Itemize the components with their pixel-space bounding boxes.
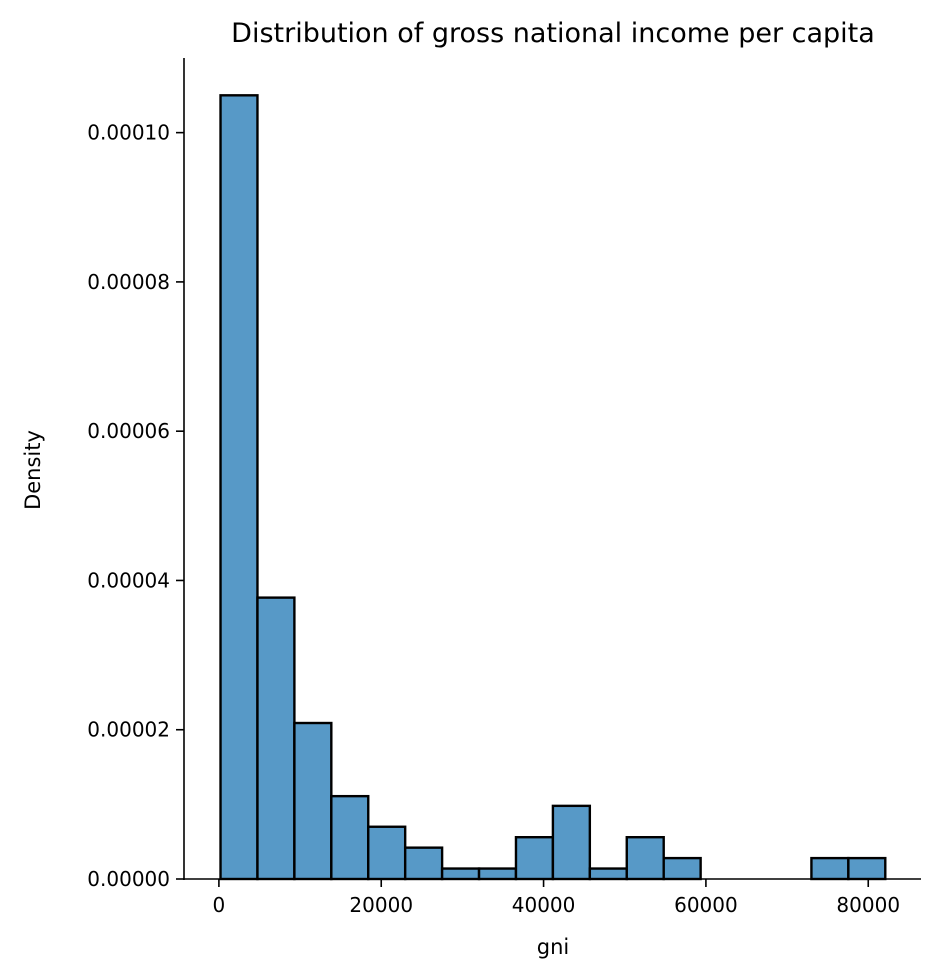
x-tick-label: 80000 bbox=[836, 893, 900, 917]
histogram-bar bbox=[367, 825, 407, 881]
y-tick-label: 0.00008 bbox=[87, 270, 170, 294]
axes bbox=[183, 58, 921, 880]
y-tick-label: 0.00006 bbox=[87, 419, 170, 443]
y-tick-label: 0.00000 bbox=[87, 867, 170, 891]
histogram-bar bbox=[625, 836, 665, 881]
histogram-bar bbox=[662, 856, 702, 881]
y-tick-label: 0.00010 bbox=[87, 121, 170, 145]
x-tick-label: 20000 bbox=[349, 893, 413, 917]
y-axis-label: Density bbox=[21, 430, 45, 510]
histogram-bar bbox=[477, 867, 518, 881]
histogram-bar bbox=[219, 94, 259, 881]
x-axis-ticks: 0 20000 40000 60000 80000 bbox=[213, 879, 900, 917]
histogram-bar bbox=[847, 856, 887, 881]
chart-title: Distribution of gross national income pe… bbox=[231, 18, 875, 49]
histogram-bar bbox=[330, 794, 370, 881]
y-tick-label: 0.00004 bbox=[87, 568, 170, 592]
histogram-bar bbox=[440, 867, 481, 881]
histogram-bar bbox=[588, 867, 628, 881]
histogram-bar bbox=[551, 804, 592, 881]
y-axis-ticks: 0.00000 0.00002 0.00004 0.00006 0.00008 0.000… bbox=[87, 121, 184, 891]
x-tick-label: 60000 bbox=[674, 893, 738, 917]
histogram-bars bbox=[219, 94, 887, 881]
histogram-bar bbox=[293, 721, 333, 881]
y-tick-label: 0.00002 bbox=[87, 718, 170, 742]
histogram-bar bbox=[810, 856, 850, 881]
x-axis-label: gni bbox=[537, 935, 569, 959]
x-tick-label: 0 bbox=[213, 893, 226, 917]
x-tick-label: 40000 bbox=[512, 893, 576, 917]
histogram-bar bbox=[256, 596, 296, 881]
histogram-bar bbox=[403, 846, 444, 881]
histogram-bar bbox=[514, 836, 555, 881]
